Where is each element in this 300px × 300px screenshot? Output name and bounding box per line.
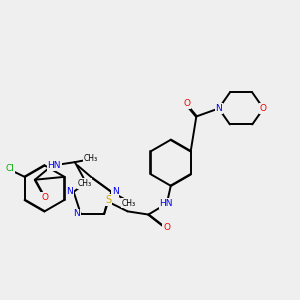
Text: HN: HN — [159, 199, 173, 208]
Text: O: O — [41, 193, 48, 202]
Text: O: O — [183, 99, 190, 108]
Text: CH₃: CH₃ — [84, 154, 98, 164]
Text: N: N — [112, 187, 119, 196]
Text: N: N — [215, 104, 222, 113]
Text: N: N — [74, 209, 80, 218]
Text: HN: HN — [47, 161, 61, 170]
Text: N: N — [66, 187, 73, 196]
Text: CH₃: CH₃ — [122, 199, 136, 208]
Text: O: O — [163, 223, 170, 232]
Text: O: O — [260, 104, 267, 113]
Text: CH₃: CH₃ — [77, 179, 92, 188]
Text: Cl: Cl — [6, 164, 15, 173]
Text: S: S — [105, 195, 112, 205]
